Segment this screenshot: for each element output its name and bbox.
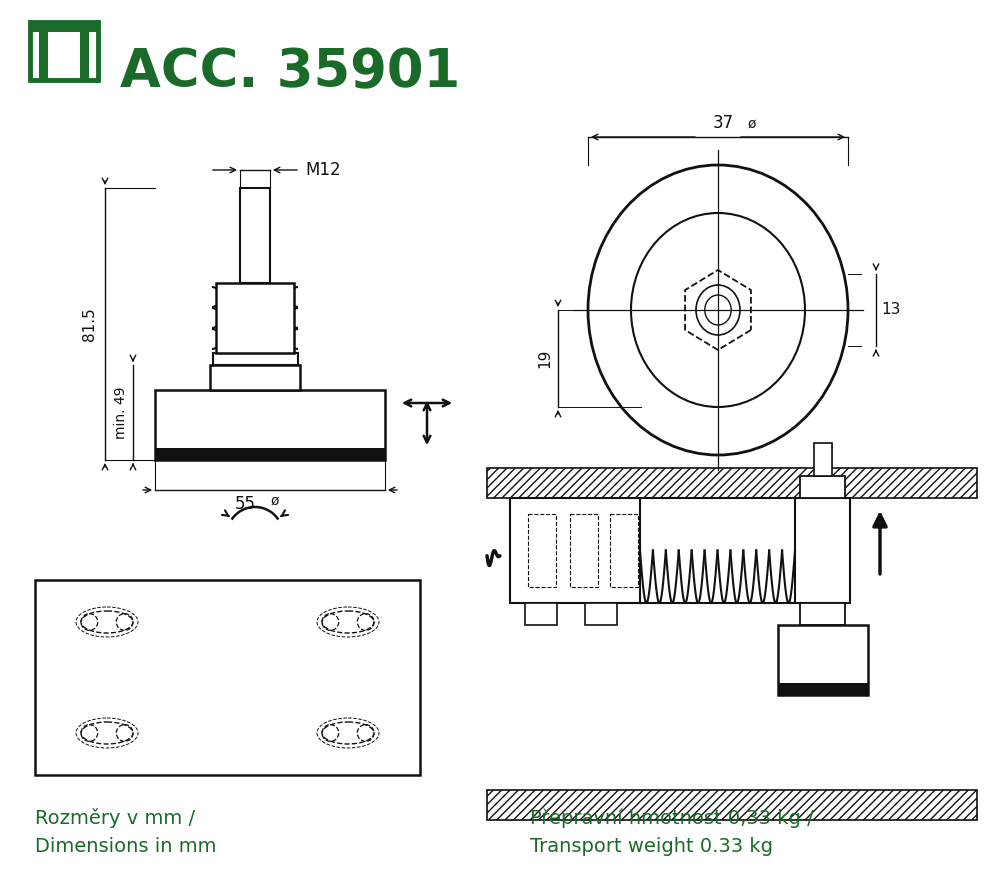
Text: 19: 19	[537, 348, 552, 368]
Bar	[155, 448, 385, 460]
Bar	[778, 683, 868, 695]
Bar	[30, 22, 98, 80]
Text: 13: 13	[881, 302, 900, 317]
Bar	[39, 32, 48, 80]
Bar	[487, 468, 977, 498]
Bar	[487, 790, 977, 820]
Bar	[35, 580, 420, 775]
Bar	[778, 625, 868, 695]
Text: 37: 37	[712, 114, 734, 132]
Bar	[30, 22, 98, 32]
Text: ø: ø	[271, 494, 280, 508]
Bar	[528, 514, 556, 588]
Text: ø: ø	[748, 117, 757, 131]
Text: M12: M12	[305, 161, 341, 179]
Bar	[525, 603, 557, 625]
Bar	[240, 188, 270, 283]
Text: Přepravní hmotnost 0,33 kg /
Transport weight 0.33 kg: Přepravní hmotnost 0,33 kg / Transport w…	[530, 808, 814, 855]
Text: min. 49: min. 49	[114, 386, 128, 439]
Bar	[210, 365, 300, 390]
Text: ACC. 35901: ACC. 35901	[120, 46, 460, 98]
Bar	[800, 476, 845, 498]
Bar	[510, 498, 640, 603]
Bar	[800, 603, 845, 625]
Text: 55: 55	[234, 495, 256, 513]
Bar	[585, 603, 617, 625]
Bar	[80, 32, 89, 80]
Text: 81.5: 81.5	[82, 307, 97, 340]
Bar	[213, 353, 298, 365]
Bar	[814, 443, 832, 476]
Bar	[155, 390, 385, 460]
Bar	[216, 283, 294, 353]
Bar	[570, 514, 598, 588]
Bar	[610, 514, 638, 588]
Bar	[795, 498, 850, 603]
Text: Rozměry v mm /
Dimensions in mm: Rozměry v mm / Dimensions in mm	[35, 808, 216, 856]
